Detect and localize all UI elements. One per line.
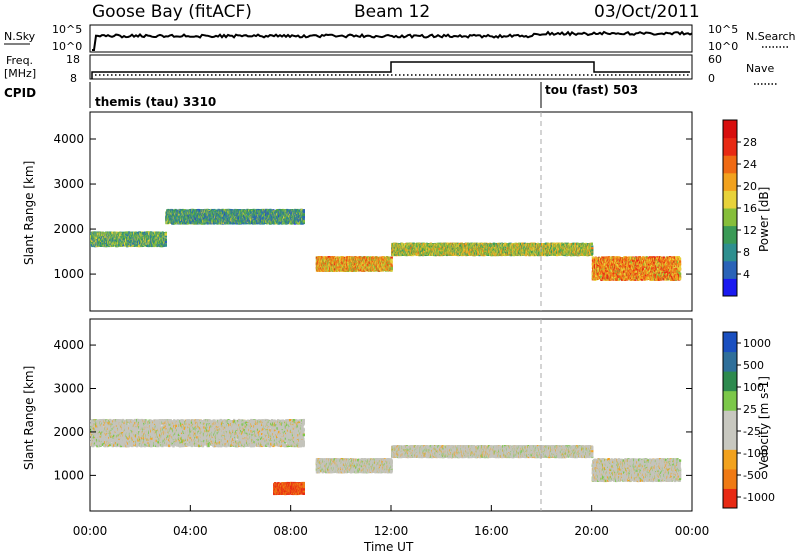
freq-line — [91, 61, 690, 79]
station-title: Goose Bay (fitACF) — [92, 2, 252, 22]
freq-label-2: [MHz] — [4, 67, 36, 80]
nsky-label: N.Sky — [4, 30, 36, 43]
freq-panel: Freq. [MHz] 18 8 60 0 Nave — [4, 53, 778, 85]
nsky-tick-top: 10^5 — [52, 23, 82, 36]
power-echoes — [90, 208, 682, 281]
nave-tick-bottom: 0 — [708, 72, 715, 85]
power-echo-cell — [143, 231, 147, 234]
power-echo-cell — [164, 233, 167, 236]
cpid-panel: CPID themis (tau) 3310 tou (fast) 503 — [4, 82, 638, 109]
nsky-panel: N.Sky 10^5 10^0 10^5 10^0 N.Search — [4, 23, 796, 53]
cpid-left-program: themis (tau) 3310 — [95, 95, 216, 109]
nsky-tick-bottom: 10^0 — [52, 40, 82, 53]
power-echo-cell — [91, 239, 94, 243]
nave-tick-top: 60 — [708, 53, 722, 66]
cpid-label: CPID — [4, 86, 36, 100]
freq-tick-top: 18 — [66, 53, 80, 66]
nsky-line — [92, 30, 693, 51]
freq-label-1: Freq. — [6, 54, 33, 67]
nsearch-tick-bottom: 10^0 — [708, 40, 738, 53]
nsearch-tick-top: 10^5 — [708, 23, 738, 36]
date-title: 03/Oct/2011 — [594, 2, 700, 22]
power-echo-cell — [98, 239, 101, 242]
power-echo-cell — [164, 244, 167, 247]
power-echo-cell — [164, 240, 167, 244]
power-echo-cell — [96, 231, 99, 235]
nsearch-label: N.Search — [746, 30, 796, 43]
freq-tick-bottom: 8 — [70, 72, 77, 85]
cpid-right-program: tou (fast) 503 — [545, 83, 638, 97]
beam-title: Beam 12 — [354, 2, 430, 22]
nave-label: Nave — [746, 62, 774, 75]
